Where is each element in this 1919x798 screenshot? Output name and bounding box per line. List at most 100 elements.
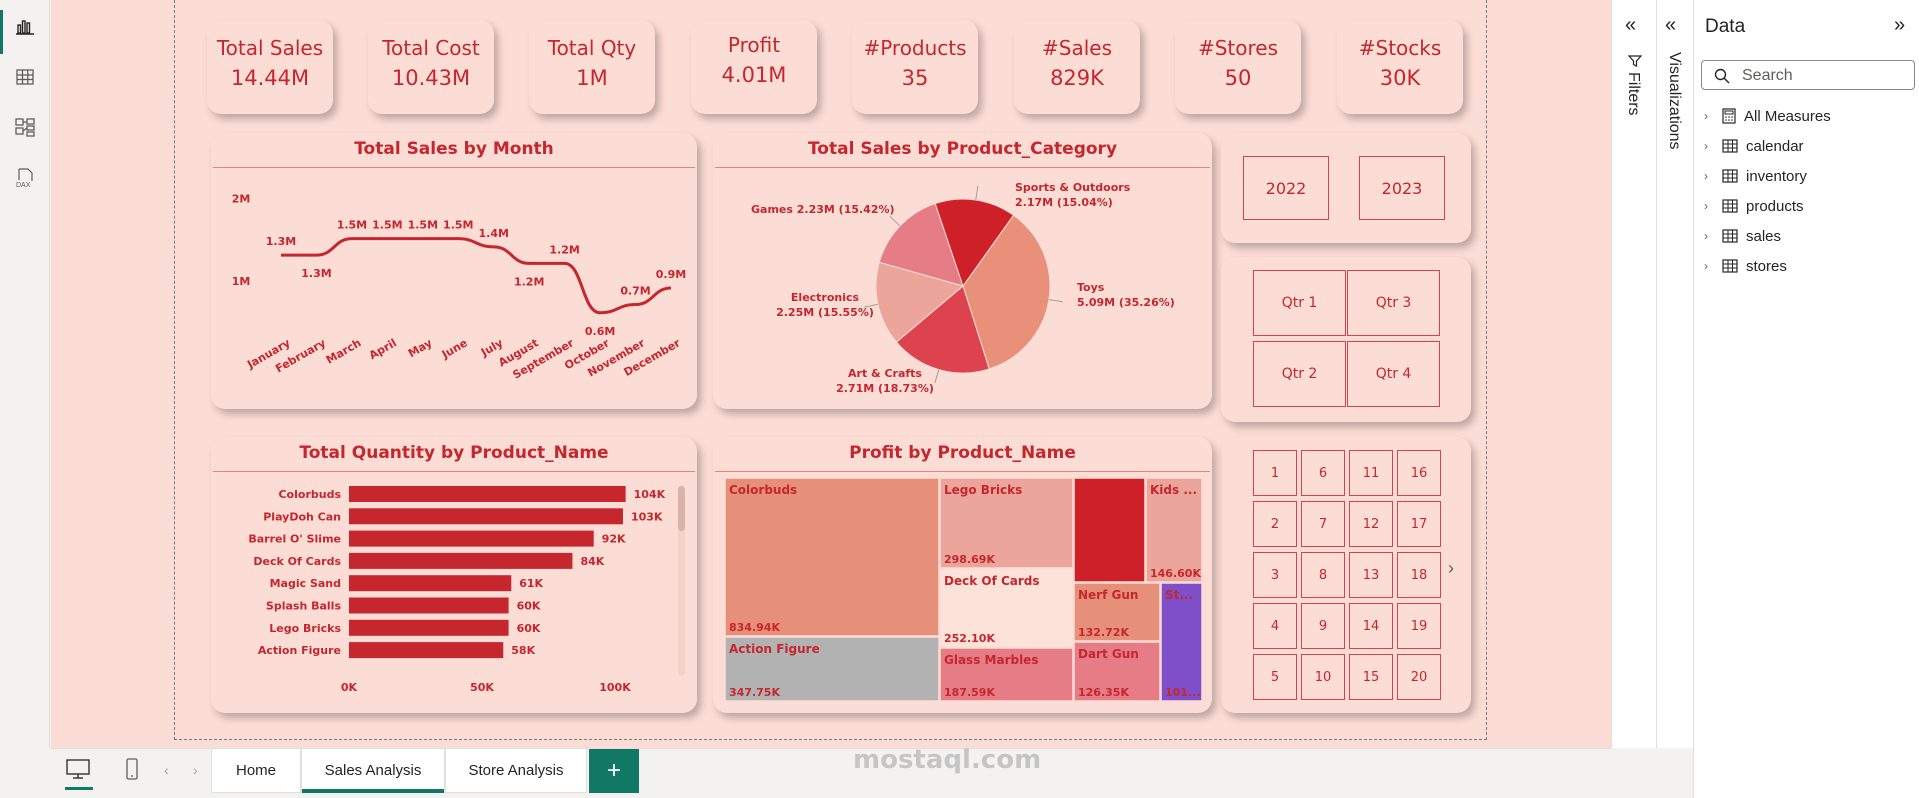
pie-slice — [895, 285, 990, 374]
search-icon — [1714, 68, 1730, 84]
treemap-tile-value: 834.94K — [729, 621, 780, 634]
filter-funnel-icon — [1627, 54, 1643, 73]
treemap-tile — [939, 568, 1074, 648]
pie-chart-card[interactable]: Total Sales by Product_Category Toys 5.09… — [713, 133, 1212, 409]
scrollbar-thumb[interactable] — [678, 486, 685, 531]
day-slicer: 1 6 11 16 2 7 12 17 3 8 13 18 4 9 14 19 5 10 15 20 › — [1221, 437, 1471, 713]
kpi-card-stocks-count[interactable]: #Stocks 30K — [1337, 20, 1463, 114]
mobile-layout-icon[interactable] — [125, 757, 139, 786]
scroll-tabs-left-icon[interactable]: ‹ — [164, 762, 169, 778]
qtr-2-button[interactable]: Qtr 2 — [1253, 341, 1346, 407]
field-list-item[interactable]: › inventory — [1704, 164, 1807, 188]
chevron-right-icon[interactable]: › — [1704, 199, 1708, 213]
collapse-filters-icon[interactable]: « — [1625, 14, 1637, 36]
qtr-4-button[interactable]: Qtr 4 — [1347, 341, 1440, 407]
day-3-button[interactable]: 3 — [1253, 552, 1297, 598]
day-4-button[interactable]: 4 — [1253, 603, 1297, 649]
add-page-button[interactable]: + — [589, 749, 639, 793]
day-18-button[interactable]: 18 — [1397, 552, 1441, 598]
field-list-item[interactable]: › stores — [1704, 254, 1787, 278]
day-14-button[interactable]: 14 — [1349, 603, 1393, 649]
chevron-right-icon[interactable]: › — [1704, 259, 1708, 273]
day-20-button[interactable]: 20 — [1397, 654, 1441, 700]
data-label: 1.3M — [266, 235, 296, 248]
chevron-right-icon[interactable]: › — [1704, 229, 1708, 243]
collapse-visualizations-icon[interactable]: « — [1665, 14, 1677, 36]
day-8-button[interactable]: 8 — [1301, 552, 1345, 598]
expand-data-icon[interactable]: » — [1894, 14, 1906, 36]
page-boundary — [174, 0, 1487, 740]
qtr-1-button[interactable]: Qtr 1 — [1253, 270, 1346, 336]
line-chart-card[interactable]: Total Sales by Month 2M 1M 1.3M January 1.3M… — [211, 133, 697, 409]
scrollbar-track[interactable] — [678, 486, 685, 676]
treemap-tile-label: Glass Marbles — [944, 653, 1038, 667]
bar-chart-title: Total Quantity by Product_Name — [299, 443, 609, 463]
tab-sales-analysis[interactable]: Sales Analysis — [301, 749, 445, 793]
dax-query-view-icon[interactable]: DAX — [0, 158, 50, 198]
search-input[interactable]: Search — [1701, 60, 1915, 90]
day-10-button[interactable]: 10 — [1301, 654, 1345, 700]
leader-line — [889, 215, 901, 227]
day-11-button[interactable]: 11 — [1349, 450, 1393, 496]
bar — [349, 508, 623, 525]
kpi-value: 35 — [901, 66, 929, 90]
model-view-icon[interactable] — [0, 107, 50, 147]
year-2023-button[interactable]: 2023 — [1359, 156, 1445, 220]
chevron-right-icon[interactable]: › — [1704, 109, 1708, 123]
treemap-tile-label: Nerf Gun — [1078, 588, 1138, 602]
page-tab-bar: ‹ › Home Sales Analysis Store Analysis + — [51, 748, 1611, 798]
title-underline — [715, 471, 1210, 472]
visualizations-label[interactable]: Visualizations — [1666, 52, 1683, 150]
treemap-card[interactable]: Profit by Product_Name Colorbuds 834.94K A… — [713, 437, 1212, 713]
bar-value-label: 58K — [511, 644, 535, 657]
day-1-button[interactable]: 1 — [1253, 450, 1297, 496]
chevron-right-icon[interactable]: › — [1448, 558, 1454, 578]
day-9-button[interactable]: 9 — [1301, 603, 1345, 649]
data-label: 0.6M — [585, 325, 615, 338]
day-17-button[interactable]: 17 — [1397, 501, 1441, 547]
day-7-button[interactable]: 7 — [1301, 501, 1345, 547]
kpi-card-sales-count[interactable]: #Sales 829K — [1014, 20, 1140, 114]
field-list-item[interactable]: › All Measures — [1704, 104, 1831, 128]
bar-category-label: Action Figure — [258, 644, 341, 657]
table-view-icon[interactable] — [0, 57, 50, 97]
day-16-button[interactable]: 16 — [1397, 450, 1441, 496]
bar-value-label: 84K — [580, 555, 604, 568]
data-pane: Data » Search › All Measures › calendar › inv… — [1693, 0, 1919, 798]
leader-line — [864, 303, 879, 308]
bar-category-label: Barrel O' Slime — [248, 533, 341, 546]
scroll-tabs-right-icon[interactable]: › — [193, 762, 198, 778]
kpi-card-stores-count[interactable]: #Stores 50 — [1175, 20, 1301, 114]
year-2022-button[interactable]: 2022 — [1243, 156, 1329, 220]
day-2-button[interactable]: 2 — [1253, 501, 1297, 547]
field-list-item[interactable]: › products — [1704, 194, 1804, 218]
chevron-right-icon[interactable]: › — [1704, 139, 1708, 153]
filters-label[interactable]: Filters — [1625, 72, 1642, 116]
qtr-3-button[interactable]: Qtr 3 — [1347, 270, 1440, 336]
kpi-card-total-cost[interactable]: Total Cost 10.43M — [368, 20, 494, 114]
kpi-card-profit[interactable]: Profit 4.01M — [691, 20, 817, 114]
day-12-button[interactable]: 12 — [1349, 501, 1393, 547]
chevron-right-icon[interactable]: › — [1704, 169, 1708, 183]
x-tick-label: 50K — [470, 681, 494, 694]
kpi-card-products[interactable]: #Products 35 — [852, 20, 978, 114]
day-19-button[interactable]: 19 — [1397, 603, 1441, 649]
treemap-title: Profit by Product_Name — [849, 443, 1076, 463]
desktop-layout-icon[interactable] — [65, 758, 93, 790]
field-list-item[interactable]: › sales — [1704, 224, 1781, 248]
kpi-card-total-sales[interactable]: Total Sales 14.44M — [207, 20, 333, 114]
field-list-item[interactable]: › calendar — [1704, 134, 1804, 158]
day-13-button[interactable]: 13 — [1349, 552, 1393, 598]
slice-label: Art & Crafts — [848, 367, 922, 380]
day-5-button[interactable]: 5 — [1253, 654, 1297, 700]
kpi-card-total-qty[interactable]: Total Qty 1M — [529, 20, 655, 114]
tab-store-analysis[interactable]: Store Analysis — [445, 749, 587, 793]
y-tick-label: 2M — [232, 192, 251, 205]
bar-category-label: Lego Bricks — [269, 622, 341, 635]
bar-chart-card[interactable]: Total Quantity by Product_Name Colorbuds… — [211, 437, 697, 713]
day-6-button[interactable]: 6 — [1301, 450, 1345, 496]
report-view-icon[interactable] — [0, 6, 50, 54]
day-15-button[interactable]: 15 — [1349, 654, 1393, 700]
kpi-value: 829K — [1050, 66, 1104, 90]
tab-home[interactable]: Home — [211, 749, 301, 793]
